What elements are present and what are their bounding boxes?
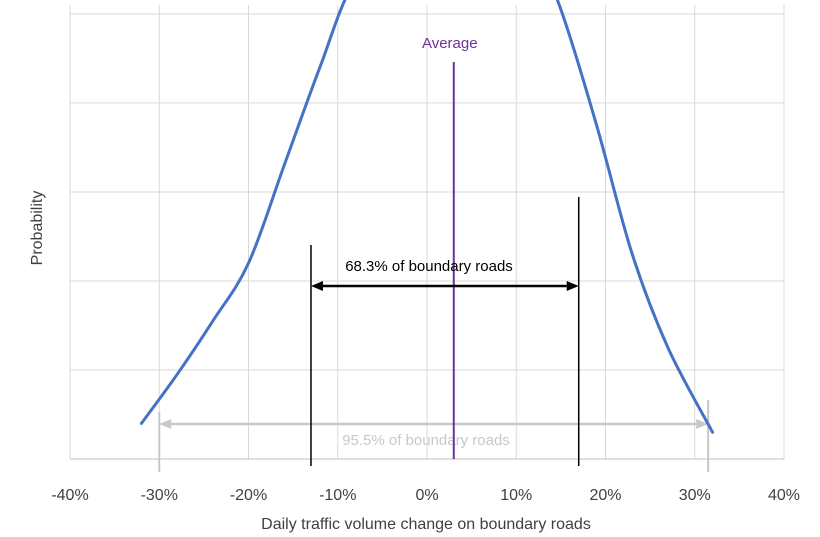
grid-lines <box>69 5 785 460</box>
x-tick-label: -10% <box>319 487 356 504</box>
series-layer <box>139 0 715 434</box>
x-tick-label: 20% <box>589 487 621 504</box>
x-axis-title: Daily traffic volume change on boundary … <box>261 516 591 533</box>
x-tick-label: -30% <box>141 487 178 504</box>
average-annotation: Average <box>422 35 478 459</box>
two-sigma-arrow-left <box>159 419 172 429</box>
x-tick-label: 30% <box>679 487 711 504</box>
two-sigma-annotation: 95.5% of boundary roads <box>158 400 710 472</box>
two-sigma-arrow-right <box>696 419 709 429</box>
x-tick-label: 40% <box>768 487 800 504</box>
x-tick-labels: -40% -30% -20% -10% 0% 10% 20% 30% 40% <box>51 487 800 504</box>
series-line-0 <box>139 0 715 434</box>
average-label: Average <box>422 35 478 52</box>
x-tick-label: -40% <box>51 487 88 504</box>
one-sigma-arrow-left <box>310 281 323 291</box>
two-sigma-label: 95.5% of boundary roads <box>342 432 510 449</box>
y-axis-title: Probability <box>29 191 46 266</box>
x-tick-label: -20% <box>230 487 267 504</box>
x-tick-label: 0% <box>415 487 438 504</box>
one-sigma-label: 68.3% of boundary roads <box>345 258 513 275</box>
one-sigma-arrow-right <box>566 281 579 291</box>
x-tick-label: 10% <box>500 487 532 504</box>
one-sigma-annotation: 68.3% of boundary roads <box>310 197 580 466</box>
